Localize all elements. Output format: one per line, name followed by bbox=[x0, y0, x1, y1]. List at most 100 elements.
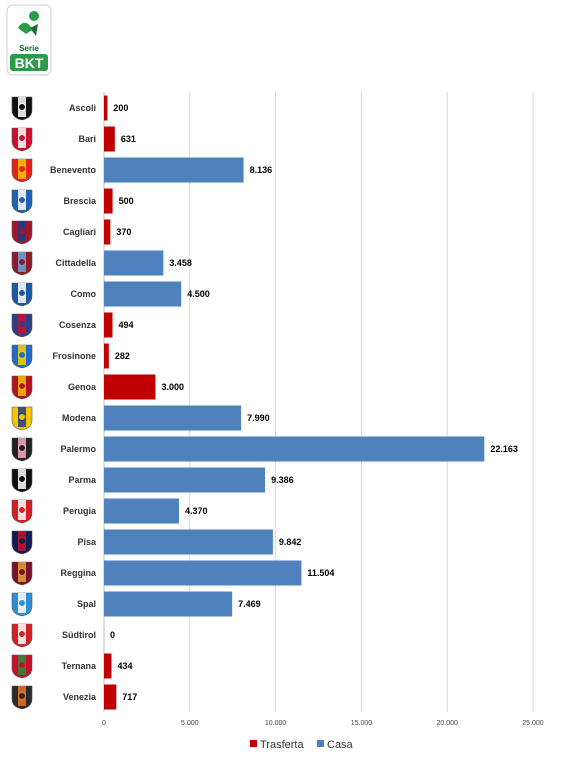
data-label: 7.469 bbox=[238, 599, 261, 609]
data-label: 3.000 bbox=[161, 382, 184, 392]
reggina-badge bbox=[11, 561, 33, 586]
chart-legend: Trasferta Casa bbox=[250, 739, 354, 751]
team-label: Brescia bbox=[63, 196, 97, 206]
spal-badge bbox=[11, 592, 33, 617]
bar-cosenza bbox=[104, 312, 113, 338]
como-badge bbox=[11, 282, 33, 307]
team-label: Como bbox=[71, 289, 97, 299]
data-label: 3.458 bbox=[169, 258, 192, 268]
cosenza-badge bbox=[11, 313, 33, 338]
team-label: Palermo bbox=[60, 444, 96, 454]
chart-bars bbox=[104, 95, 485, 710]
team-label: Frosinone bbox=[52, 351, 96, 361]
perugia-badge bbox=[11, 499, 33, 524]
serie-bkt-logo: Serie BKT bbox=[6, 4, 52, 76]
ascoli-badge bbox=[11, 96, 33, 121]
data-label: 11.504 bbox=[307, 568, 334, 578]
bari-badge bbox=[11, 127, 33, 152]
x-tick-label: 25.000 bbox=[522, 720, 544, 727]
bar-perugia bbox=[104, 498, 179, 524]
palermo-badge bbox=[11, 437, 33, 462]
data-label: 717 bbox=[122, 692, 137, 702]
legend-label: Casa bbox=[327, 739, 354, 751]
data-label: 22.163 bbox=[490, 444, 518, 454]
team-label: Benevento bbox=[50, 165, 97, 175]
team-label: Cittadella bbox=[55, 258, 97, 268]
data-label: 282 bbox=[115, 351, 130, 361]
data-label: 4.500 bbox=[187, 289, 210, 299]
data-label: 4.370 bbox=[185, 506, 208, 516]
team-label: Pisa bbox=[77, 537, 97, 547]
team-label: Ascoli bbox=[69, 103, 96, 113]
data-label: 500 bbox=[119, 196, 134, 206]
team-label: Venezia bbox=[63, 692, 97, 702]
team-badges bbox=[11, 96, 33, 710]
team-label: Parma bbox=[68, 475, 97, 485]
frosinone-badge bbox=[11, 344, 33, 369]
sudtirol-badge bbox=[11, 623, 33, 648]
team-label: Bari bbox=[78, 134, 96, 144]
team-label: Perugia bbox=[63, 506, 97, 516]
bar-cittadella bbox=[104, 250, 164, 276]
legend-label: Trasferta bbox=[260, 739, 304, 751]
team-label: Spal bbox=[77, 599, 96, 609]
team-label: Cagliari bbox=[63, 227, 96, 237]
brescia-badge bbox=[11, 189, 33, 214]
value-labels: 200 631 8.136 500 370 3.458 4.500 494 282 3.000 7.… bbox=[110, 103, 518, 702]
team-labels: Ascoli Bari Benevento Brescia Cagliari Cittad… bbox=[50, 103, 97, 702]
data-label: 9.386 bbox=[271, 475, 294, 485]
team-label: Genoa bbox=[68, 382, 97, 392]
data-label: 9.842 bbox=[279, 537, 302, 547]
bar-brescia bbox=[104, 188, 113, 214]
data-label: 370 bbox=[116, 227, 131, 237]
data-label: 200 bbox=[113, 103, 128, 113]
parma-badge bbox=[11, 468, 33, 493]
team-label: Südtirol bbox=[62, 630, 96, 640]
x-tick-label: 5.000 bbox=[181, 720, 199, 727]
bar-spal bbox=[104, 591, 233, 617]
team-label: Ternana bbox=[62, 661, 97, 671]
data-label: 494 bbox=[118, 320, 133, 330]
logo-serie-text: Serie bbox=[19, 44, 39, 53]
bar-ternana bbox=[104, 653, 112, 679]
legend-swatch-casa bbox=[317, 740, 324, 747]
data-label: 7.990 bbox=[247, 413, 270, 423]
x-axis-ticks: 0 5.000 10.000 15.000 20.000 25.000 bbox=[102, 720, 544, 727]
cittadella-badge bbox=[11, 251, 33, 276]
team-label: Modena bbox=[62, 413, 97, 423]
genoa-badge bbox=[11, 375, 33, 400]
logo-bkt-text: BKT bbox=[15, 55, 44, 71]
data-label: 8.136 bbox=[250, 165, 273, 175]
x-tick-label: 20.000 bbox=[436, 720, 458, 727]
bar-como bbox=[104, 281, 182, 307]
team-label: Reggina bbox=[60, 568, 96, 578]
benevento-badge bbox=[11, 158, 33, 183]
x-tick-label: 15.000 bbox=[351, 720, 373, 727]
data-label: 434 bbox=[117, 661, 132, 671]
team-label: Cosenza bbox=[59, 320, 97, 330]
bar-frosinone bbox=[104, 343, 109, 369]
bar-benevento bbox=[104, 157, 244, 183]
bar-ascoli bbox=[104, 95, 108, 121]
modena-badge bbox=[11, 406, 33, 431]
bar-modena bbox=[104, 405, 242, 431]
bar-pisa bbox=[104, 529, 273, 555]
x-tick-label: 10.000 bbox=[265, 720, 287, 727]
bar-reggina bbox=[104, 560, 302, 586]
bar-parma bbox=[104, 467, 266, 493]
data-label: 631 bbox=[121, 134, 136, 144]
bar-palermo bbox=[104, 436, 485, 462]
pisa-badge bbox=[11, 530, 33, 555]
legend-swatch-trasferta bbox=[250, 740, 257, 747]
data-label: 0 bbox=[110, 630, 115, 640]
bar-genoa bbox=[104, 374, 156, 400]
venezia-badge bbox=[11, 685, 33, 710]
bar-cagliari bbox=[104, 219, 111, 245]
ternana-badge bbox=[11, 654, 33, 679]
bar-bari bbox=[104, 126, 115, 152]
x-tick-label: 0 bbox=[102, 720, 106, 727]
cagliari-badge bbox=[11, 220, 33, 245]
bar-venezia bbox=[104, 684, 117, 710]
chart-gridlines bbox=[103, 92, 534, 712]
